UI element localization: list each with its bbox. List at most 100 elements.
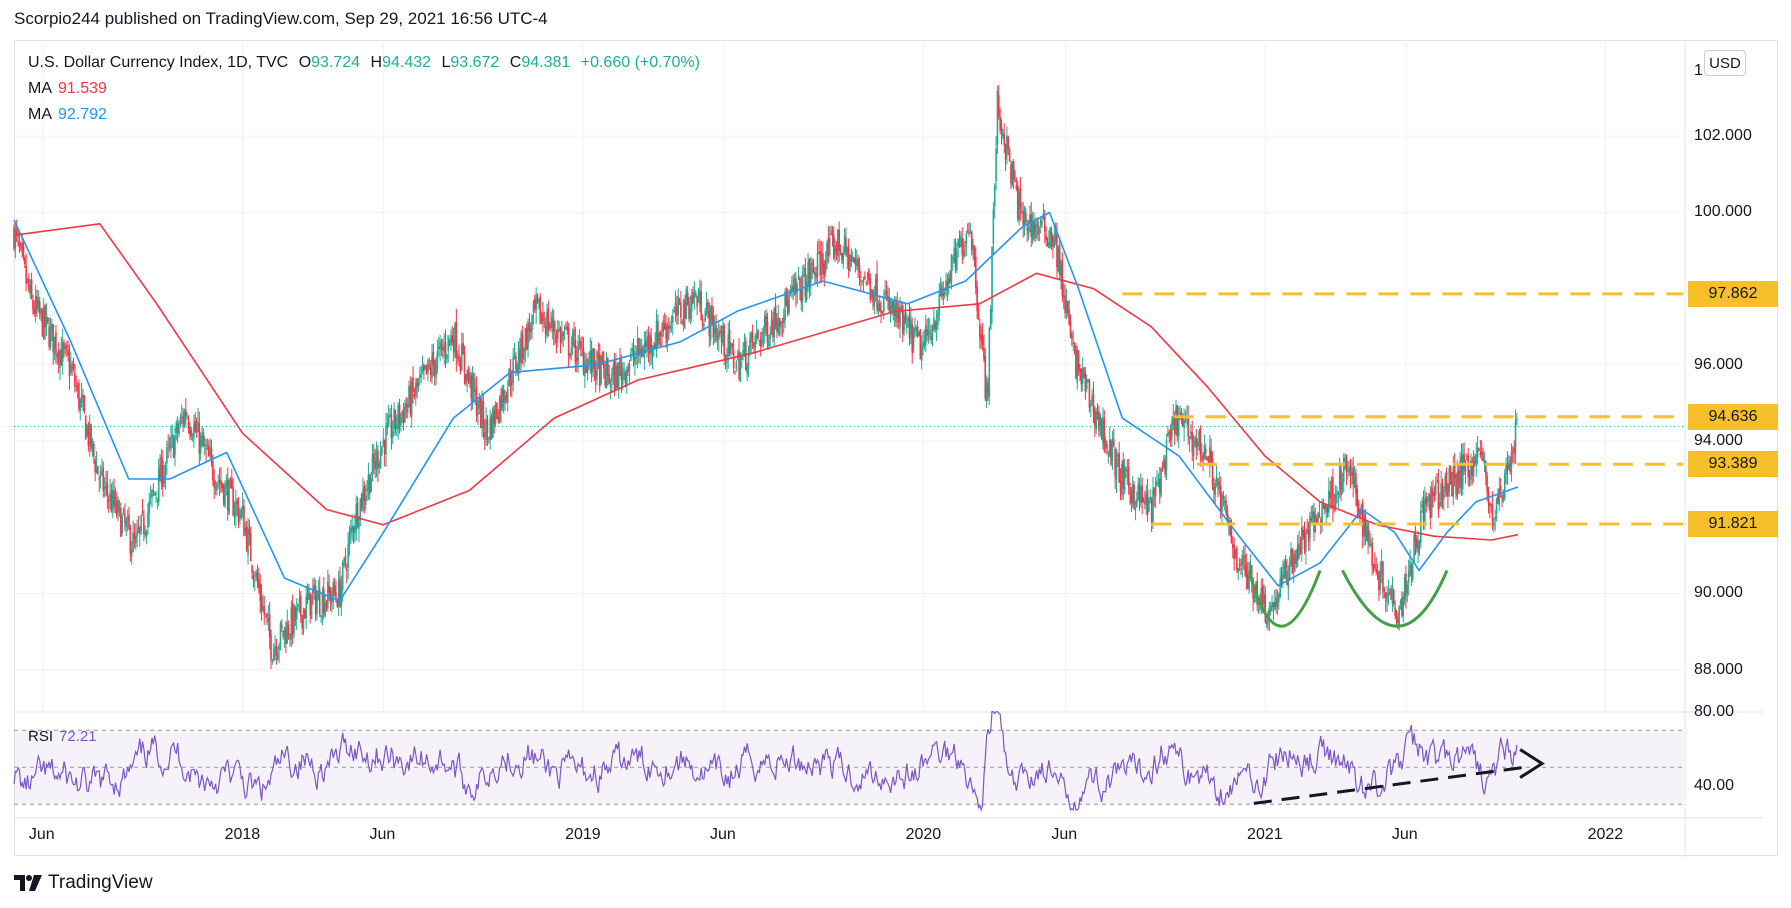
candle-body bbox=[327, 581, 329, 609]
candle-body bbox=[90, 424, 92, 450]
candle-body bbox=[213, 479, 216, 488]
candle-body bbox=[1225, 500, 1227, 513]
candle-body bbox=[442, 347, 444, 350]
candle-body bbox=[400, 414, 402, 427]
candle-body bbox=[547, 308, 550, 331]
candle-body bbox=[452, 338, 455, 352]
candle-body bbox=[1410, 564, 1413, 576]
candle-body bbox=[51, 324, 53, 330]
candle-body bbox=[588, 361, 590, 363]
price-chart[interactable] bbox=[0, 0, 1791, 860]
candle-body bbox=[474, 389, 477, 393]
candle-body bbox=[642, 355, 644, 357]
candle-body bbox=[904, 315, 907, 323]
candle-body bbox=[739, 361, 742, 381]
ma2-legend[interactable]: MA 92.792 bbox=[28, 106, 113, 124]
candle-body bbox=[557, 328, 559, 339]
candle-body bbox=[1321, 503, 1323, 524]
candle-body bbox=[658, 332, 661, 344]
candle-body bbox=[21, 242, 23, 251]
time-tick-label: 2022 bbox=[1587, 826, 1624, 843]
candle-body bbox=[489, 418, 491, 441]
candle-body bbox=[132, 532, 134, 552]
candle-body bbox=[229, 480, 232, 482]
candle-body bbox=[431, 356, 433, 379]
candle-body bbox=[1447, 484, 1449, 497]
candle-body bbox=[97, 466, 99, 475]
candle-body bbox=[333, 585, 336, 594]
candle-body bbox=[22, 246, 25, 256]
candle-body bbox=[632, 350, 635, 361]
candle-body bbox=[304, 609, 306, 619]
candle-body bbox=[497, 416, 500, 422]
candle-body bbox=[260, 596, 263, 612]
candle-body bbox=[933, 317, 935, 331]
candle-body bbox=[1345, 456, 1348, 472]
candle-body bbox=[984, 355, 987, 400]
candle-body bbox=[199, 435, 202, 454]
candle-body bbox=[860, 276, 862, 278]
candle-body bbox=[648, 334, 651, 355]
candle-body bbox=[555, 335, 558, 343]
candle-body bbox=[241, 505, 244, 512]
rsi-line bbox=[13, 711, 1518, 813]
candle-body bbox=[156, 497, 159, 499]
candle-body bbox=[129, 527, 132, 554]
candle-body bbox=[37, 299, 40, 309]
candle-body bbox=[1409, 560, 1411, 572]
candle-body bbox=[140, 515, 142, 532]
candle-body bbox=[839, 252, 842, 255]
candle-body bbox=[1486, 475, 1488, 492]
candle-body bbox=[778, 318, 781, 327]
candle-body bbox=[1219, 486, 1222, 511]
candle-body bbox=[283, 627, 286, 636]
candle-body bbox=[880, 309, 882, 314]
candle-body bbox=[1190, 431, 1192, 434]
currency-button[interactable]: USD bbox=[1704, 50, 1746, 76]
rsi-title: RSI bbox=[28, 728, 54, 745]
candle-body bbox=[437, 346, 440, 349]
level-price-tag[interactable]: 97.862 bbox=[1688, 280, 1778, 307]
candle-body bbox=[866, 273, 869, 279]
candle-body bbox=[198, 423, 201, 454]
candle-body bbox=[130, 549, 133, 557]
candle-body bbox=[681, 321, 684, 323]
rsi-legend[interactable]: RSI 72.21 bbox=[28, 728, 97, 745]
candle-body bbox=[1107, 451, 1110, 454]
candle-body bbox=[1506, 463, 1509, 472]
candle-body bbox=[1482, 454, 1484, 461]
candle-body bbox=[1108, 439, 1111, 457]
candle-body bbox=[1421, 504, 1424, 508]
candle-body bbox=[1015, 185, 1018, 189]
candle-body bbox=[1119, 480, 1122, 492]
symbol-title[interactable]: U.S. Dollar Currency Index, 1D, TVC bbox=[28, 54, 289, 71]
candle-body bbox=[513, 354, 516, 358]
level-price-tag[interactable]: 94.636 bbox=[1688, 403, 1778, 430]
high-value: 94.432 bbox=[382, 54, 432, 71]
candle-body bbox=[830, 233, 832, 235]
candle-body bbox=[167, 444, 170, 446]
candle-body bbox=[448, 339, 451, 341]
candle-body bbox=[390, 414, 393, 438]
level-price-tag[interactable]: 93.389 bbox=[1688, 451, 1778, 478]
candle-body bbox=[429, 367, 432, 376]
candle-body bbox=[1106, 444, 1108, 450]
candle-body bbox=[996, 90, 999, 145]
candle-body bbox=[1011, 162, 1014, 185]
ma1-legend[interactable]: MA 91.539 bbox=[28, 80, 113, 98]
candle-body bbox=[1470, 460, 1472, 480]
cup-pattern-arc bbox=[1247, 569, 1322, 628]
candle-body bbox=[554, 333, 556, 335]
level-price-tag[interactable]: 91.821 bbox=[1688, 510, 1778, 537]
tradingview-brand[interactable]: TradingView bbox=[14, 872, 153, 894]
candle-body bbox=[1497, 495, 1499, 504]
candle-body bbox=[1091, 395, 1093, 404]
candle-body bbox=[1008, 150, 1011, 162]
candle-body bbox=[68, 357, 71, 377]
candle-body bbox=[1440, 483, 1442, 507]
candle-body bbox=[613, 361, 616, 392]
publisher-line: Scorpio244 published on TradingView.com,… bbox=[14, 9, 548, 28]
candle-body bbox=[1444, 475, 1446, 493]
candle-body bbox=[1131, 484, 1134, 504]
candle-body bbox=[1026, 227, 1029, 231]
